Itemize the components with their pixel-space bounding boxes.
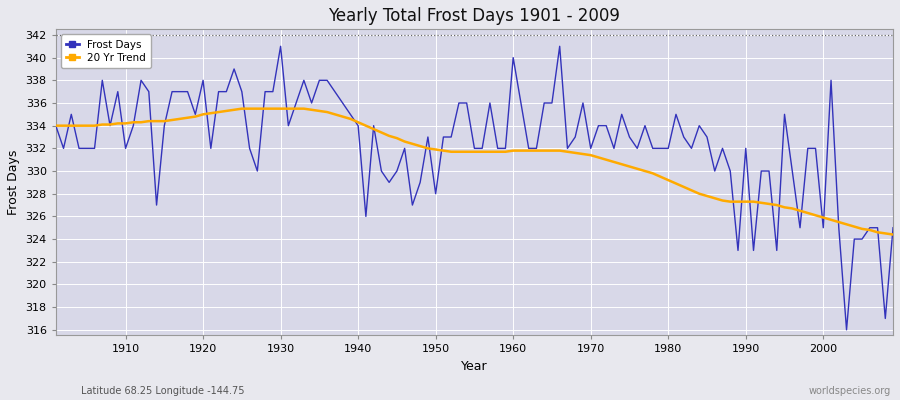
Title: Yearly Total Frost Days 1901 - 2009: Yearly Total Frost Days 1901 - 2009	[328, 7, 620, 25]
Text: worldspecies.org: worldspecies.org	[809, 386, 891, 396]
Legend: Frost Days, 20 Yr Trend: Frost Days, 20 Yr Trend	[61, 34, 151, 68]
X-axis label: Year: Year	[461, 360, 488, 373]
Y-axis label: Frost Days: Frost Days	[7, 150, 20, 215]
Text: Latitude 68.25 Longitude -144.75: Latitude 68.25 Longitude -144.75	[81, 386, 245, 396]
